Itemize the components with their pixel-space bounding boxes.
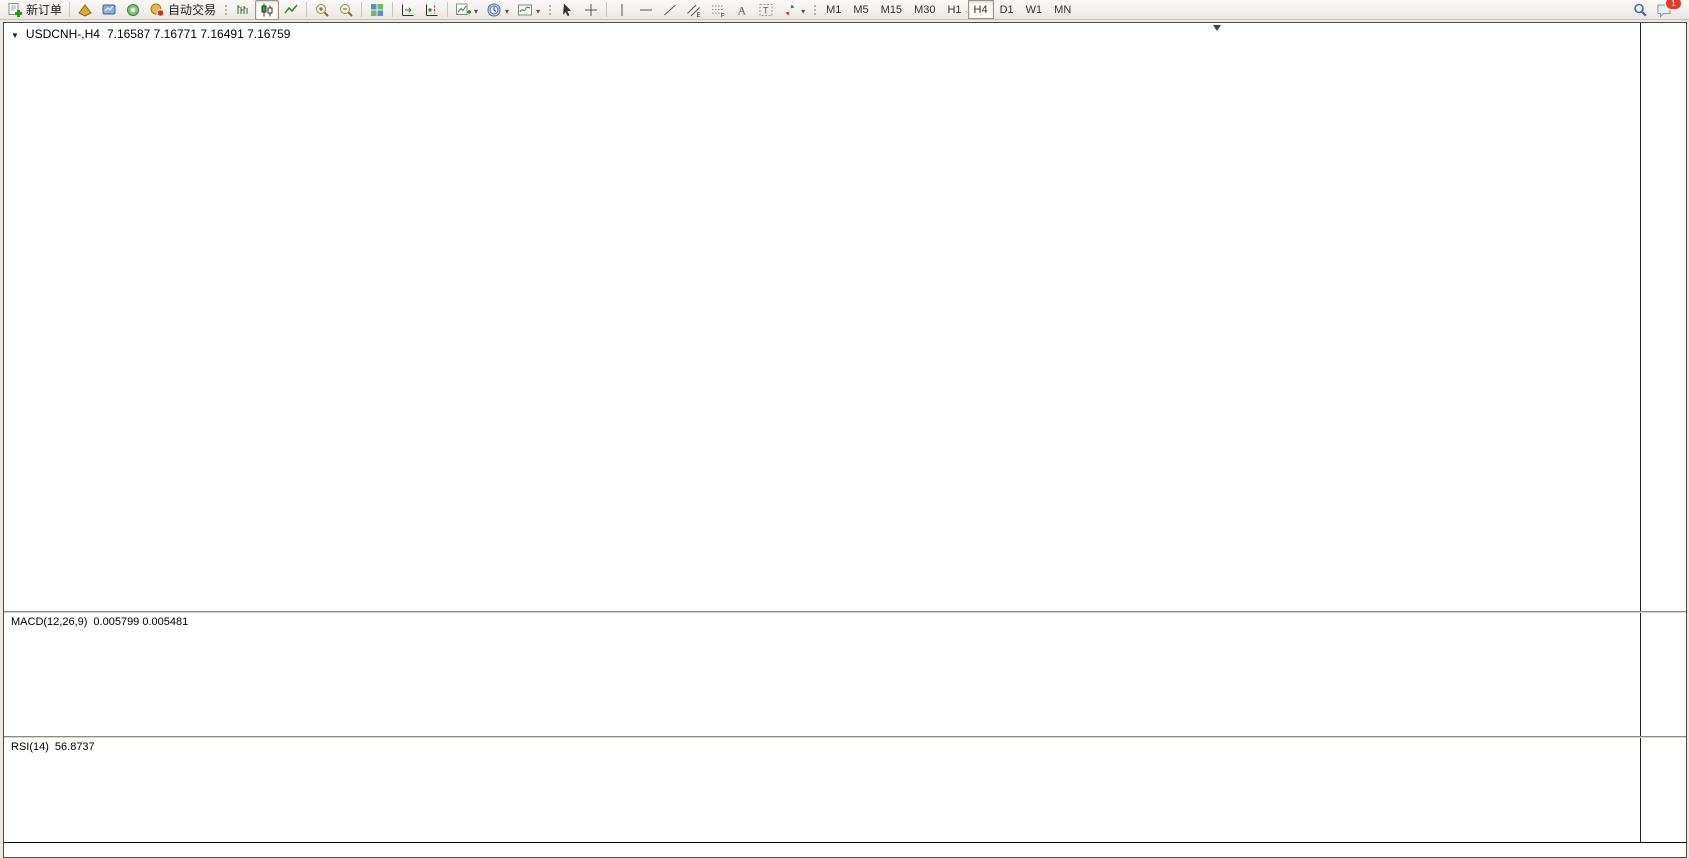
search-icon	[1632, 2, 1648, 18]
profiles-icon	[77, 2, 93, 18]
toolbar-separator	[392, 2, 394, 17]
chart-window: USDCNH-,H4 7.16587 7.16771 7.16491 7.167…	[3, 22, 1687, 858]
svg-text:F: F	[721, 13, 725, 18]
tile-windows-icon	[369, 2, 385, 18]
fibonacci-button[interactable]: F	[706, 0, 730, 20]
toolbar-separator	[69, 2, 71, 17]
timeframe-h1-button[interactable]: H1	[947, 3, 962, 16]
line-chart-icon	[283, 2, 299, 18]
toolbar-drag-handle[interactable]	[812, 2, 818, 17]
market-watch-icon	[101, 2, 117, 18]
timeframe-m1-button[interactable]: M1	[826, 3, 842, 16]
auto-scroll-button[interactable]	[396, 0, 420, 20]
toolbar-separator	[447, 2, 449, 17]
crosshair-icon	[583, 2, 599, 18]
candlestick-icon	[259, 2, 275, 18]
chart-shift-marker-icon[interactable]	[1213, 25, 1221, 31]
timeframe-m30-button[interactable]: M30	[914, 3, 936, 16]
new-order-icon	[7, 2, 23, 18]
market-watch-button[interactable]	[97, 0, 121, 20]
equidistant-channel-button[interactable]: E	[682, 0, 706, 20]
hline-icon	[638, 2, 654, 18]
toolbar-separator	[606, 2, 608, 17]
panel-splitter[interactable]	[4, 611, 1686, 613]
fibonacci-icon: F	[710, 2, 726, 18]
channel-icon: E	[686, 2, 702, 18]
one-click-trading-icon[interactable]	[11, 27, 19, 41]
toolbar-drag-handle[interactable]	[223, 2, 229, 17]
trendline-button[interactable]	[658, 0, 682, 20]
templates-icon	[517, 2, 533, 18]
arrows-button[interactable]	[778, 0, 809, 20]
chevron-down-icon[interactable]	[536, 3, 540, 17]
chart-ohlc-values: 7.16587 7.16771 7.16491 7.16759	[106, 27, 291, 41]
chart-shift-button[interactable]	[420, 0, 444, 20]
indicators-icon	[455, 2, 472, 18]
svg-text:T: T	[763, 5, 769, 15]
notification-badge: 1	[1665, 0, 1682, 10]
autotrading-button[interactable]: 自动交易	[145, 0, 220, 20]
indicators-button[interactable]	[451, 0, 482, 20]
navigator-button[interactable]	[121, 0, 145, 20]
periods-icon	[486, 2, 502, 18]
toolbar-separator	[306, 2, 308, 17]
cursor-button[interactable]	[555, 0, 579, 20]
periods-button[interactable]	[482, 0, 513, 20]
vline-icon	[614, 2, 630, 18]
toolbar-drag-handle[interactable]	[547, 2, 553, 17]
chart-title: USDCNH-,H4 7.16587 7.16771 7.16491 7.167…	[11, 27, 291, 41]
line-chart-button[interactable]	[279, 0, 303, 20]
timeframe-m15-button[interactable]: M15	[880, 3, 903, 16]
toolbar-button-label: 新订单	[26, 3, 63, 17]
panel-splitter[interactable]	[4, 736, 1686, 738]
search-button[interactable]	[1628, 0, 1652, 20]
trendline-icon	[662, 2, 678, 18]
bar-chart-icon	[235, 2, 251, 18]
price-axis-border	[1640, 23, 1641, 842]
navigator-icon	[125, 2, 141, 18]
chart-symbol-period: USDCNH-,H4	[25, 27, 100, 41]
candlestick-chart-button[interactable]	[255, 0, 280, 20]
templates-button[interactable]	[513, 0, 544, 20]
label-icon: T	[758, 2, 774, 18]
horizontal-line-button[interactable]	[634, 0, 658, 20]
toolbar-button-label: 自动交易	[168, 3, 217, 17]
profiles-button[interactable]	[73, 0, 97, 20]
zoom-in-button[interactable]	[310, 0, 334, 20]
chevron-down-icon[interactable]	[505, 3, 509, 17]
zoom-in-icon	[314, 2, 330, 18]
arrows-icon	[782, 2, 798, 18]
chevron-down-icon[interactable]	[801, 3, 805, 17]
macd-indicator-label: MACD(12,26,9) 0.005799 0.005481	[11, 616, 189, 628]
time-axis[interactable]	[4, 842, 1686, 857]
main-toolbar: 新订单 自动交易 E F A T M1 M5 M15 M30 H1 H4 D1 W1 MN 1	[0, 0, 1689, 20]
cursor-icon	[559, 2, 575, 18]
timeframe-w1-button[interactable]: W1	[1025, 3, 1043, 16]
timeframe-m5-button[interactable]: M5	[853, 3, 869, 16]
text-icon: A	[734, 2, 750, 18]
chevron-down-icon[interactable]	[474, 3, 478, 17]
auto-scroll-icon	[400, 2, 416, 18]
zoom-out-icon	[338, 2, 354, 18]
svg-text:A: A	[738, 3, 747, 17]
chart-shift-icon	[424, 2, 440, 18]
vertical-line-button[interactable]	[610, 0, 634, 20]
toolbar-separator	[361, 2, 363, 17]
svg-text:E: E	[697, 13, 701, 18]
timeframe-d1-button[interactable]: D1	[999, 3, 1014, 16]
timeframe-mn-button[interactable]: MN	[1054, 3, 1072, 16]
text-button[interactable]: A	[730, 0, 754, 20]
zoom-out-button[interactable]	[334, 0, 358, 20]
tile-windows-button[interactable]	[365, 0, 389, 20]
autotrading-icon	[149, 2, 165, 18]
text-label-button[interactable]: T	[754, 0, 778, 20]
bar-chart-button[interactable]	[231, 0, 255, 20]
crosshair-button[interactable]	[579, 0, 603, 20]
timeframe-h4-button[interactable]: H4	[967, 0, 994, 19]
new-order-button[interactable]: 新订单	[3, 0, 66, 20]
rsi-indicator-label: RSI(14) 56.8737	[11, 741, 95, 753]
